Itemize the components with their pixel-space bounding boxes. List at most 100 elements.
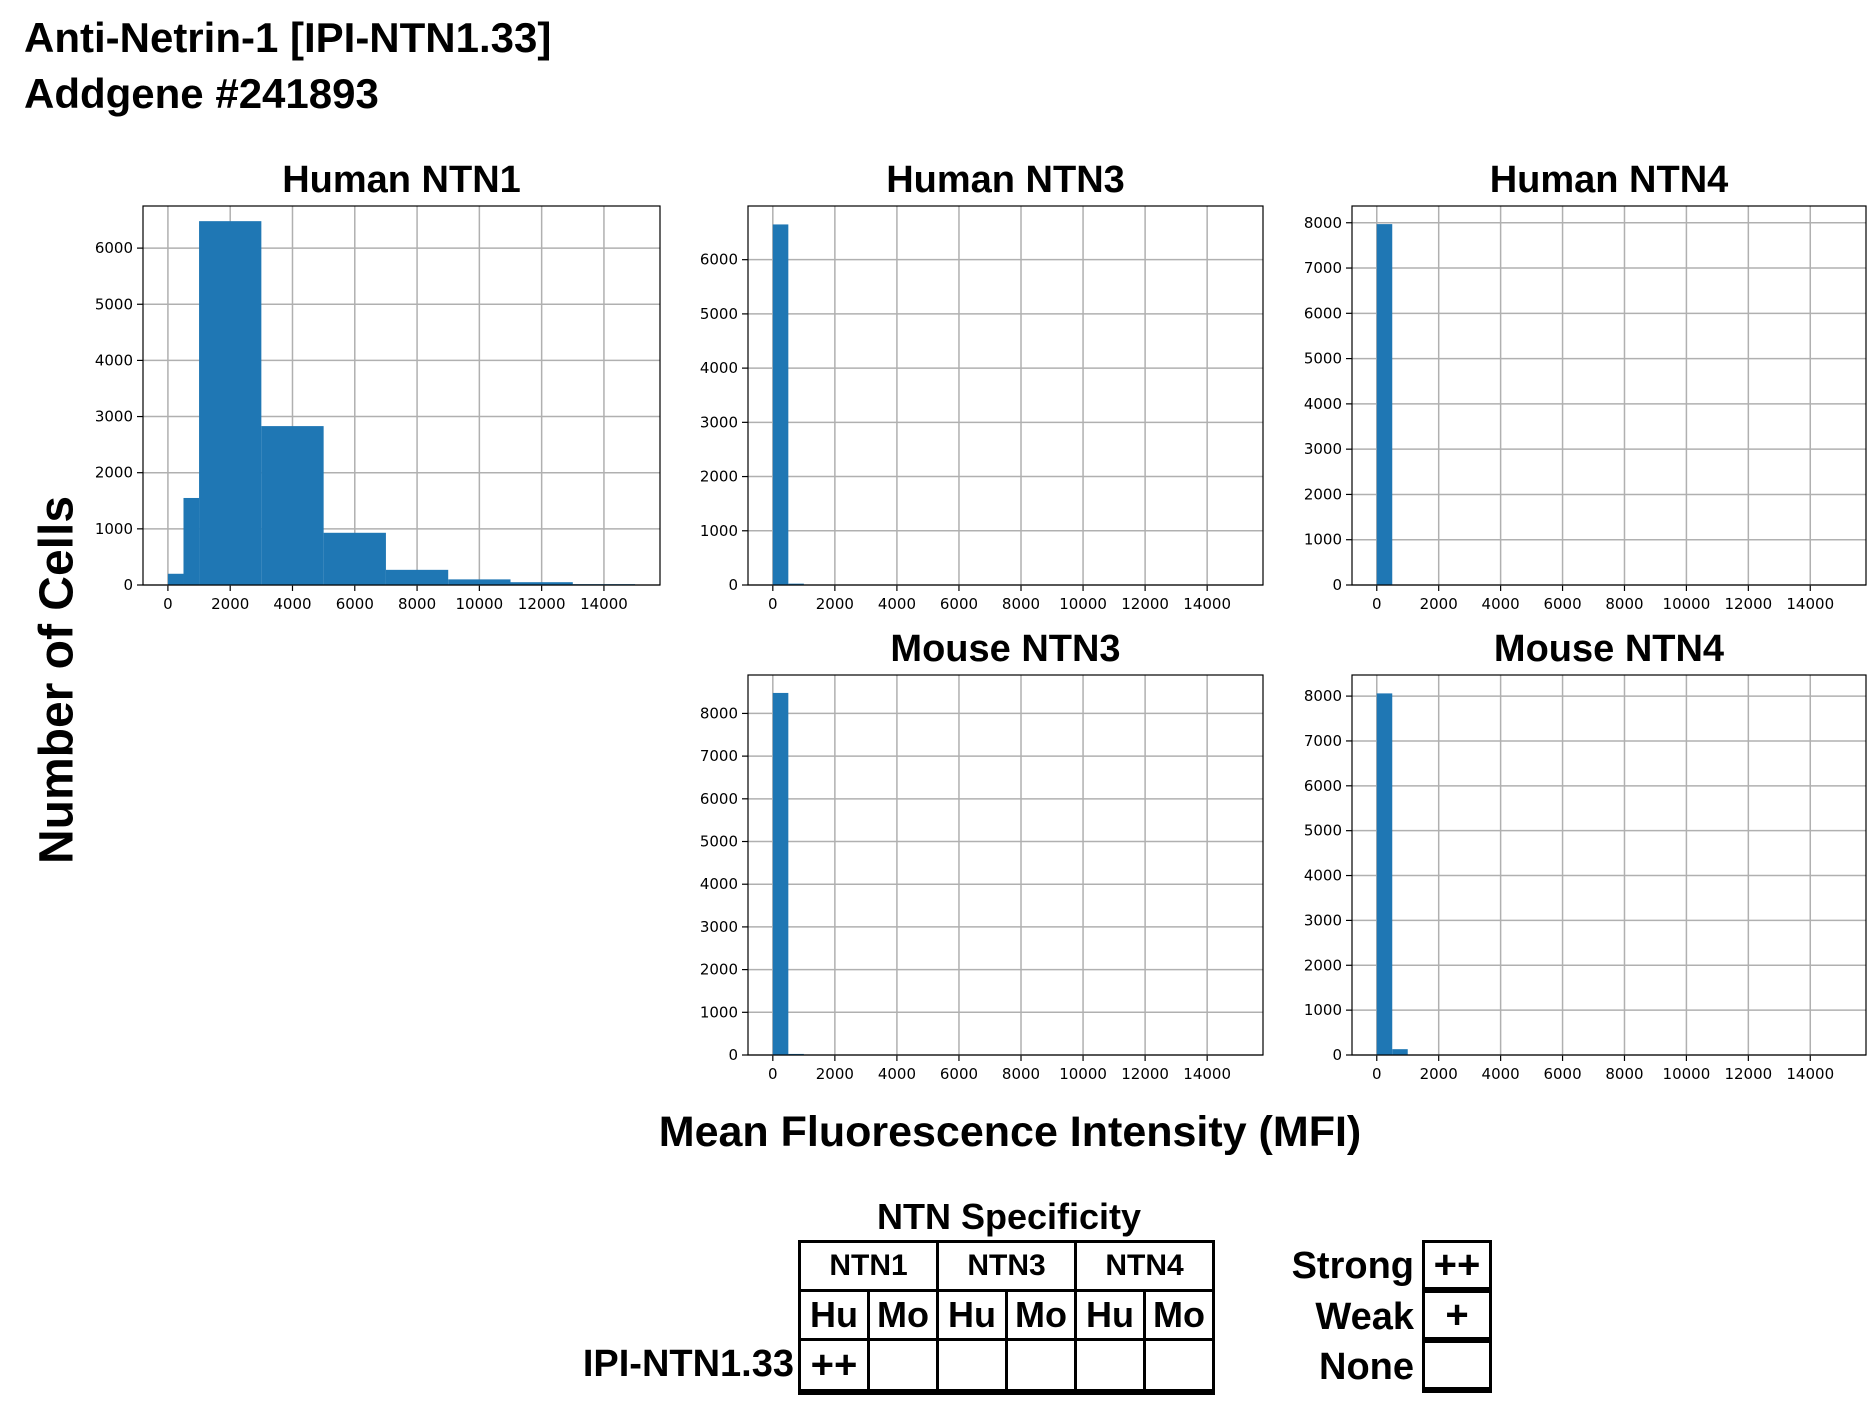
y-tick-label: 3000 [1304, 440, 1342, 458]
x-tick-label: 2000 [816, 1065, 854, 1083]
x-tick-label: 10000 [1663, 1065, 1711, 1083]
x-tick-label: 4000 [1482, 1065, 1520, 1083]
x-tick-label: 14000 [1183, 1065, 1231, 1083]
panel-title: Human NTN1 [282, 159, 521, 201]
y-tick-label: 0 [1332, 1046, 1342, 1064]
species-header: Mo [1143, 1289, 1215, 1341]
x-tick-label: 8000 [398, 595, 436, 613]
legend-symbol-weak: + [1422, 1290, 1492, 1340]
histogram-bar [385, 569, 449, 585]
histogram-bar [788, 583, 804, 585]
panel-frame [1351, 205, 1867, 586]
y-tick-label: 7000 [700, 747, 738, 765]
group-header: NTN1 [798, 1240, 939, 1292]
x-tick-label: 6000 [940, 1065, 978, 1083]
x-tick-label: 6000 [336, 595, 374, 613]
y-tick-label: 4000 [700, 875, 738, 893]
y-tick-label: 0 [728, 1046, 738, 1064]
histogram-bar [1376, 224, 1393, 585]
group-header: NTN3 [936, 1240, 1077, 1292]
y-tick-label: 3000 [1304, 911, 1342, 929]
y-tick-label: 8000 [1304, 214, 1342, 232]
antibody-row-label: IPI-NTN1.33 [582, 1343, 794, 1385]
panel-title: Mouse NTN3 [890, 628, 1120, 670]
legend-label-weak: Weak [1315, 1296, 1414, 1338]
specificity-cell [1005, 1338, 1077, 1395]
panel-title: Mouse NTN4 [1494, 628, 1724, 670]
species-header: Hu [798, 1289, 870, 1341]
species-header: Mo [867, 1289, 939, 1341]
x-tick-label: 12000 [1121, 1065, 1169, 1083]
y-tick-label: 6000 [1304, 777, 1342, 795]
histogram-bar [448, 579, 511, 585]
x-tick-label: 0 [768, 595, 778, 613]
specificity-table-title: NTN Specificity [876, 1196, 1142, 1237]
x-tick-label: 2000 [211, 595, 249, 613]
y-tick-label: 0 [123, 576, 133, 594]
panel-frame [747, 205, 1264, 586]
x-tick-label: 10000 [456, 595, 504, 613]
y-tick-label: 1000 [95, 520, 133, 538]
histogram-bar [1376, 693, 1393, 1055]
y-tick-label: 4000 [1304, 395, 1342, 413]
y-tick-label: 6000 [700, 790, 738, 808]
y-tick-label: 3000 [95, 408, 133, 426]
y-tick-label: 2000 [700, 468, 738, 486]
x-tick-label: 6000 [1543, 1065, 1581, 1083]
x-tick-label: 12000 [518, 595, 566, 613]
x-tick-label: 6000 [1543, 595, 1581, 613]
x-tick-label: 8000 [1605, 1065, 1643, 1083]
y-tick-label: 8000 [700, 704, 738, 722]
group-header: NTN4 [1074, 1240, 1215, 1292]
x-tick-label: 14000 [1786, 595, 1834, 613]
y-tick-label: 3000 [700, 413, 738, 431]
x-tick-label: 14000 [580, 595, 628, 613]
y-tick-label: 7000 [1304, 732, 1342, 750]
x-tick-label: 6000 [940, 595, 978, 613]
x-tick-label: 2000 [1420, 595, 1458, 613]
x-tick-label: 2000 [1420, 1065, 1458, 1083]
y-tick-label: 1000 [700, 1003, 738, 1021]
y-tick-label: 5000 [700, 833, 738, 851]
histogram-bar [261, 426, 324, 585]
x-tick-label: 0 [1372, 1065, 1382, 1083]
y-tick-label: 7000 [1304, 259, 1342, 277]
species-header: Hu [1074, 1289, 1146, 1341]
figure-subtitle: Addgene #241893 [24, 70, 379, 117]
y-tick-label: 1000 [1304, 531, 1342, 549]
y-tick-label: 8000 [1304, 687, 1342, 705]
x-tick-label: 4000 [878, 1065, 916, 1083]
histogram-bar [1392, 1049, 1408, 1055]
y-tick-label: 2000 [1304, 956, 1342, 974]
y-tick-label: 5000 [1304, 350, 1342, 368]
histogram-bar [772, 692, 789, 1055]
y-tick-label: 5000 [700, 305, 738, 323]
specificity-cell [1074, 1338, 1146, 1395]
panel-title: Human NTN4 [1490, 159, 1729, 201]
histogram-bar [323, 532, 386, 585]
x-tick-label: 8000 [1002, 595, 1040, 613]
y-tick-label: 0 [728, 576, 738, 594]
x-tick-label: 4000 [878, 595, 916, 613]
x-tick-label: 12000 [1724, 1065, 1772, 1083]
x-tick-label: 12000 [1121, 595, 1169, 613]
x-tick-label: 4000 [273, 595, 311, 613]
y-tick-label: 1000 [700, 522, 738, 540]
species-header: Hu [936, 1289, 1008, 1341]
x-tick-label: 14000 [1183, 595, 1231, 613]
y-tick-label: 5000 [1304, 822, 1342, 840]
y-tick-label: 2000 [700, 961, 738, 979]
histogram-bar [772, 224, 789, 585]
y-tick-label: 3000 [700, 918, 738, 936]
x-tick-label: 0 [163, 595, 173, 613]
legend-symbol-none [1422, 1340, 1492, 1393]
x-tick-label: 8000 [1002, 1065, 1040, 1083]
y-tick-label: 6000 [1304, 304, 1342, 322]
x-tick-label: 8000 [1605, 595, 1643, 613]
histogram-bar [510, 582, 573, 585]
specificity-cell [1143, 1338, 1215, 1395]
y-tick-label: 4000 [95, 351, 133, 369]
specificity-cell: ++ [798, 1338, 870, 1395]
figure-title: Anti-Netrin-1 [IPI-NTN1.33] [24, 14, 552, 61]
y-tick-label: 4000 [1304, 867, 1342, 885]
